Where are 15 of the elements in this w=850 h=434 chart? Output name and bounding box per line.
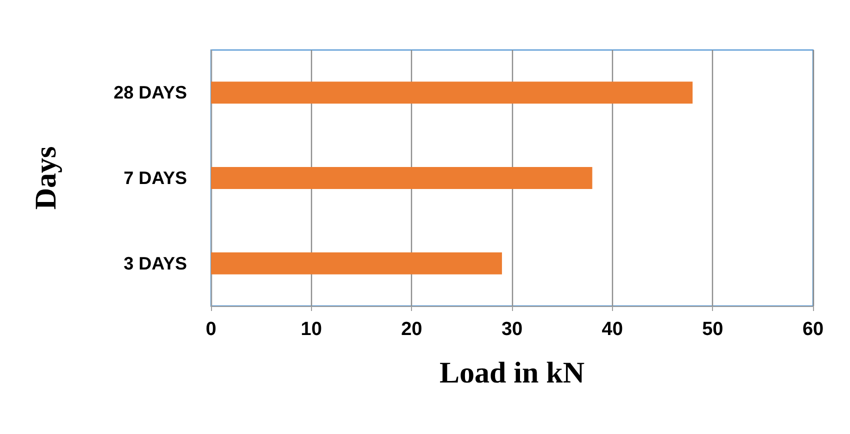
x-tick-label: 30 <box>501 319 523 340</box>
bar <box>211 252 502 274</box>
y-tick-label: 7 DAYS <box>124 168 187 188</box>
x-tick-label: 60 <box>802 319 824 340</box>
x-tick-label: 10 <box>300 319 322 340</box>
y-tick-label: 3 DAYS <box>124 253 187 274</box>
x-tick-label: 40 <box>602 319 623 340</box>
y-tick-label: 28 DAYS <box>114 82 187 103</box>
bar <box>211 82 693 104</box>
x-tick-label: 50 <box>702 319 724 340</box>
x-tick-label: 0 <box>206 319 216 340</box>
x-axis-title: Load in kN <box>439 356 585 390</box>
x-tick-label: 20 <box>401 319 422 340</box>
y-axis-title: Days <box>30 146 62 210</box>
bar <box>211 167 592 189</box>
